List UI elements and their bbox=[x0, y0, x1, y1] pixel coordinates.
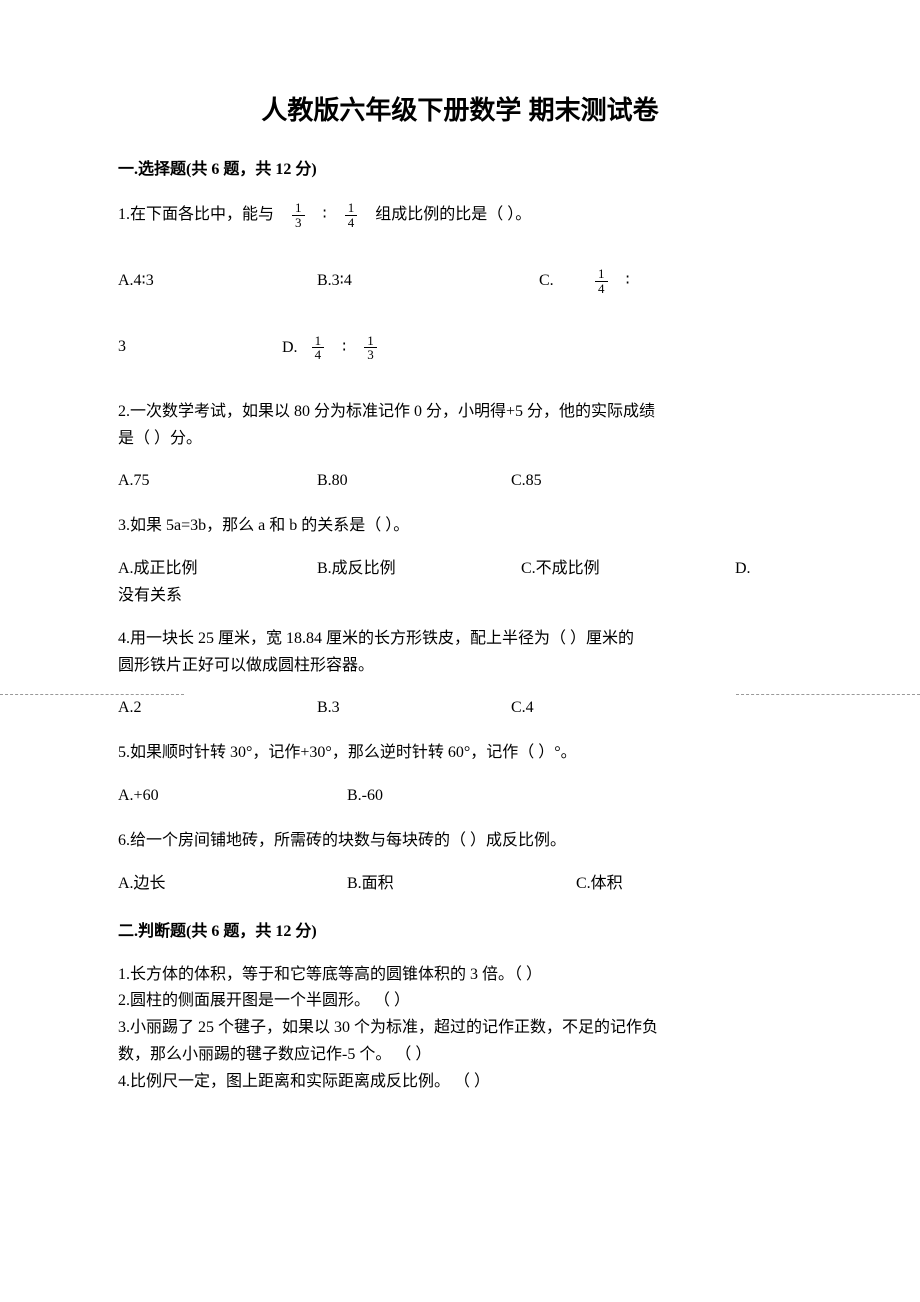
section-2-header: 二.判断题(共 6 题，共 12 分) bbox=[118, 917, 802, 941]
judgment-list: 1.长方体的体积，等于和它等底等高的圆锥体积的 3 倍。（ ） 2.圆柱的侧面展… bbox=[118, 963, 802, 1095]
judgment-3-line1: 3.小丽踢了 25 个毽子，如果以 30 个为标准，超过的记作正数，不足的记作负 bbox=[118, 1016, 802, 1041]
q4-options: A.2 B.3 C.4 bbox=[118, 696, 802, 721]
question-3: 3.如果 5a=3b，那么 a 和 b 的关系是（ ）。 bbox=[118, 514, 802, 539]
frac-num: 1 bbox=[292, 201, 305, 216]
q1-frac2: 1 4 bbox=[343, 201, 360, 229]
q1-continuation: 3 D. 1 4 ∶ 1 3 bbox=[118, 334, 802, 362]
q1-option-d-prefix: D. bbox=[282, 338, 298, 355]
q2-option-b: B.80 bbox=[317, 469, 507, 494]
q5-option-b: B.-60 bbox=[347, 784, 383, 809]
q1-options: A.4∶3 B.3∶4 C. 1 4 ∶ bbox=[118, 267, 802, 295]
frac-den: 3 bbox=[364, 348, 377, 362]
frac-num: 1 bbox=[345, 201, 358, 216]
q4-option-c: C.4 bbox=[511, 696, 534, 721]
q3-option-d-line2: 没有关系 bbox=[118, 584, 802, 609]
q1-optc-frac: 1 4 bbox=[593, 267, 610, 295]
q2-option-c: C.85 bbox=[511, 469, 542, 494]
q1-optd-frac2: 1 3 bbox=[362, 334, 379, 362]
q6-options: A.边长 B.面积 C.体积 bbox=[118, 872, 802, 897]
section-1-header: 一.选择题(共 6 题，共 12 分) bbox=[118, 155, 802, 179]
page-title: 人教版六年级下册数学 期末测试卷 bbox=[118, 90, 802, 127]
q3-option-c: C.不成比例 bbox=[521, 557, 731, 582]
question-5: 5.如果顺时针转 30°，记作+30°，那么逆时针转 60°，记作（ ）°。 bbox=[118, 741, 802, 766]
question-4-line2: 圆形铁片正好可以做成圆柱形容器。 bbox=[118, 654, 802, 679]
question-2-line1: 2.一次数学考试，如果以 80 分为标准记作 0 分，小明得+5 分，他的实际成… bbox=[118, 400, 802, 425]
judgment-3-line2: 数，那么小丽踢的毽子数应记作-5 个。 （ ） bbox=[118, 1043, 802, 1068]
frac-num: 1 bbox=[312, 334, 325, 349]
judgment-2: 2.圆柱的侧面展开图是一个半圆形。 （ ） bbox=[118, 989, 802, 1014]
dashed-line-right bbox=[736, 694, 920, 695]
q1-prefix: 1.在下面各比中，能与 bbox=[118, 206, 274, 223]
q1-colon: ∶ bbox=[323, 206, 327, 223]
q3-option-d-prefix: D. bbox=[735, 557, 751, 582]
question-2-line2: 是（ ）分。 bbox=[118, 427, 802, 452]
q6-option-c: C.体积 bbox=[576, 872, 623, 897]
q6-option-b: B.面积 bbox=[347, 872, 572, 897]
q1-option-a: A.4∶3 bbox=[118, 269, 313, 294]
judgment-1: 1.长方体的体积，等于和它等底等高的圆锥体积的 3 倍。（ ） bbox=[118, 963, 802, 988]
q2-option-a: A.75 bbox=[118, 469, 313, 494]
q3-option-a: A.成正比例 bbox=[118, 557, 313, 582]
q3-option-b: B.成反比例 bbox=[317, 557, 517, 582]
frac-num: 1 bbox=[364, 334, 377, 349]
q5-options: A.+60 B.-60 bbox=[118, 784, 802, 809]
q2-options: A.75 B.80 C.85 bbox=[118, 469, 802, 494]
frac-num: 1 bbox=[595, 267, 608, 282]
frac-den: 4 bbox=[312, 348, 325, 362]
q1-optc-suffix: ∶ bbox=[626, 272, 630, 289]
q6-option-a: A.边长 bbox=[118, 872, 343, 897]
frac-den: 3 bbox=[292, 216, 305, 230]
q1-optd-frac1: 1 4 bbox=[310, 334, 327, 362]
frac-den: 4 bbox=[595, 282, 608, 296]
question-1: 1.在下面各比中，能与 1 3 ∶ 1 4 组成比例的比是（ ）。 bbox=[118, 201, 802, 229]
dashed-line-left bbox=[0, 694, 184, 695]
q1-frac1: 1 3 bbox=[290, 201, 307, 229]
q5-option-a: A.+60 bbox=[118, 784, 343, 809]
q1-option-b: B.3∶4 bbox=[317, 269, 535, 294]
q1-option-c-prefix: C. bbox=[539, 269, 589, 294]
judgment-4: 4.比例尺一定，图上距离和实际距离成反比例。 （ ） bbox=[118, 1070, 802, 1095]
q4-option-b: B.3 bbox=[317, 696, 507, 721]
frac-den: 4 bbox=[345, 216, 358, 230]
q4-option-a: A.2 bbox=[118, 696, 313, 721]
q1-suffix: 组成比例的比是（ ）。 bbox=[375, 206, 531, 223]
q3-options: A.成正比例 B.成反比例 C.不成比例 D. bbox=[118, 557, 802, 582]
question-6: 6.给一个房间铺地砖，所需砖的块数与每块砖的（ ）成反比例。 bbox=[118, 829, 802, 854]
q1-optd-mid: ∶ bbox=[342, 338, 346, 355]
question-4-line1: 4.用一块长 25 厘米，宽 18.84 厘米的长方形铁皮，配上半径为（ ）厘米… bbox=[118, 627, 802, 652]
q1-cont-pre: 3 bbox=[118, 335, 278, 360]
